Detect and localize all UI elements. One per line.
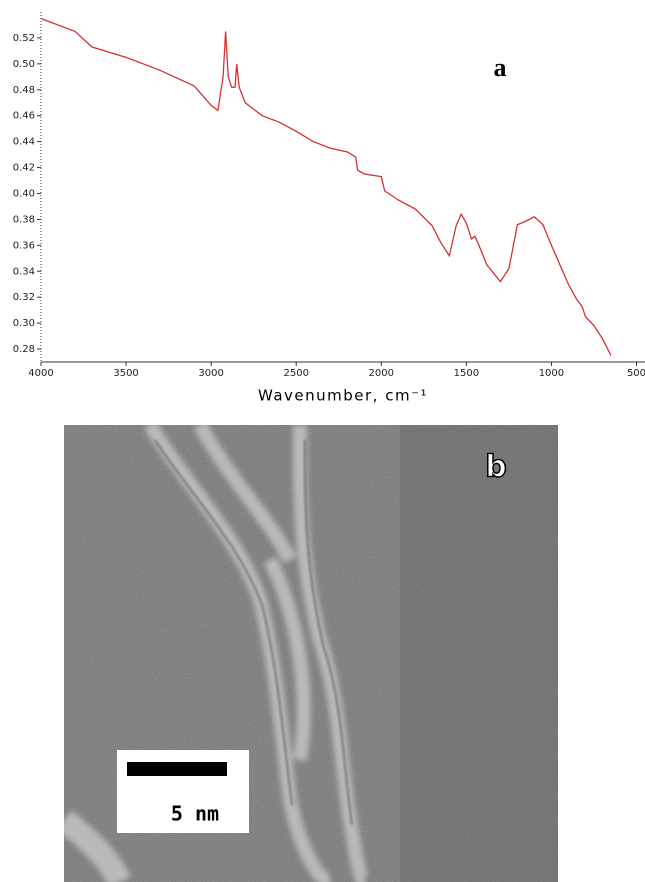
y-tick-label: 0.34 <box>13 266 35 277</box>
x-tick-label: 4000 <box>28 368 53 379</box>
x-tick-label: 2500 <box>283 368 308 379</box>
y-tick-label: 0.32 <box>13 292 35 303</box>
tube-walls <box>154 439 353 826</box>
y-tick-label: 0.48 <box>13 85 35 96</box>
y-tick-label: 0.42 <box>13 163 35 174</box>
x-tick-label: 2000 <box>369 368 394 379</box>
panel-label: b <box>485 450 506 485</box>
x-axis-label: Wavenumber, cm⁻¹ <box>258 387 428 405</box>
y-tick-label: 0.36 <box>13 240 35 251</box>
x-tick-label: 1500 <box>454 368 479 379</box>
x-tick-label: 3500 <box>113 368 138 379</box>
y-tick-label: 0.30 <box>13 318 35 329</box>
x-tick-label: 1000 <box>539 368 564 379</box>
scale-bar <box>127 762 227 776</box>
y-tick-label: 0.38 <box>13 214 35 225</box>
y-tick-label: 0.46 <box>13 111 35 122</box>
y-tick-label: 0.40 <box>13 188 35 199</box>
panel-label: a <box>494 53 507 82</box>
y-tick-label: 0.28 <box>13 344 35 355</box>
y-tick-label: 0.44 <box>13 137 35 148</box>
plot: 0.28 0.30 0.32 0.34 0.36 0.38 0.40 0.42 0.44 0.46… <box>13 12 645 379</box>
nanotube-bundle <box>64 425 370 882</box>
y-tick-label: 0.52 <box>13 33 35 44</box>
shade <box>400 425 558 882</box>
y-tick-label: 0.50 <box>13 59 35 70</box>
scale-bar-label: 5 nm <box>171 802 219 826</box>
x-tick-label: 500 <box>627 368 645 379</box>
x-tick-label: 3000 <box>198 368 223 379</box>
spectrum-line <box>40 17 612 356</box>
